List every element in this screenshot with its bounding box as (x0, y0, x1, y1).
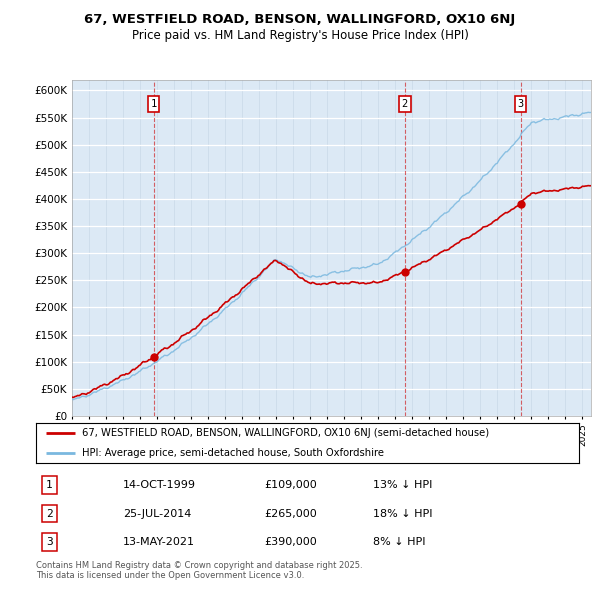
Text: 14-OCT-1999: 14-OCT-1999 (123, 480, 196, 490)
Text: 3: 3 (46, 537, 53, 548)
Text: £109,000: £109,000 (264, 480, 317, 490)
Text: 18% ↓ HPI: 18% ↓ HPI (373, 509, 432, 519)
Text: HPI: Average price, semi-detached house, South Oxfordshire: HPI: Average price, semi-detached house,… (82, 448, 384, 458)
Text: 2: 2 (402, 99, 408, 109)
Text: 67, WESTFIELD ROAD, BENSON, WALLINGFORD, OX10 6NJ: 67, WESTFIELD ROAD, BENSON, WALLINGFORD,… (85, 13, 515, 26)
Text: 8% ↓ HPI: 8% ↓ HPI (373, 537, 425, 548)
Text: £390,000: £390,000 (264, 537, 317, 548)
Text: 25-JUL-2014: 25-JUL-2014 (123, 509, 191, 519)
Text: 1: 1 (151, 99, 157, 109)
Text: 67, WESTFIELD ROAD, BENSON, WALLINGFORD, OX10 6NJ (semi-detached house): 67, WESTFIELD ROAD, BENSON, WALLINGFORD,… (82, 428, 489, 438)
Text: 2: 2 (46, 509, 53, 519)
Text: 13-MAY-2021: 13-MAY-2021 (123, 537, 195, 548)
Text: Price paid vs. HM Land Registry's House Price Index (HPI): Price paid vs. HM Land Registry's House … (131, 30, 469, 42)
Text: 1: 1 (46, 480, 53, 490)
Text: Contains HM Land Registry data © Crown copyright and database right 2025.
This d: Contains HM Land Registry data © Crown c… (36, 560, 362, 580)
Text: £265,000: £265,000 (264, 509, 317, 519)
Text: 13% ↓ HPI: 13% ↓ HPI (373, 480, 432, 490)
Text: 3: 3 (517, 99, 524, 109)
